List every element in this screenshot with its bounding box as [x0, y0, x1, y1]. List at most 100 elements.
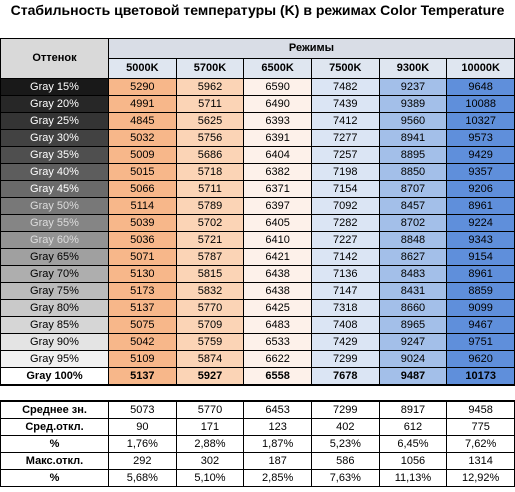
- cell: 6405: [243, 214, 312, 232]
- cell: 9389: [378, 95, 448, 113]
- cell: 8848: [378, 231, 448, 249]
- stat-cell: 292: [108, 452, 177, 470]
- stat-cell: 586: [310, 452, 380, 470]
- cell: 5711: [175, 95, 245, 113]
- data-row: Gray 85% 5075 5709 6483 7408 8965 9467: [0, 316, 515, 334]
- cell: 6391: [243, 129, 312, 147]
- cell: 5721: [175, 231, 245, 249]
- data-row: Gray 90% 5042 5759 6533 7429 9247 9751: [0, 333, 515, 351]
- cell: 5686: [175, 146, 245, 164]
- cell: 5789: [175, 197, 245, 215]
- cell: 5042: [108, 333, 177, 351]
- cell: 6421: [243, 248, 312, 266]
- cell: 8627: [378, 248, 448, 266]
- cell: 5039: [108, 214, 177, 232]
- stat-cell: 11,13%: [378, 469, 448, 487]
- cell: 6382: [243, 163, 312, 181]
- data-row: Gray 80% 5137 5770 6425 7318 8660 9099: [0, 299, 515, 317]
- cell: 9237: [378, 78, 448, 96]
- row-label: Gray 25%: [0, 112, 109, 130]
- row-label: Gray 85%: [0, 316, 109, 334]
- cell: 7439: [310, 95, 380, 113]
- data-row: Gray 95% 5109 5874 6622 7299 9024 9620: [0, 350, 515, 368]
- cell: 9487: [378, 367, 448, 386]
- cell: 9154: [446, 248, 515, 266]
- row-label: Gray 100%: [0, 367, 109, 386]
- data-row: Gray 30% 5032 5756 6391 7277 8941 9573: [0, 129, 515, 147]
- cell: 6533: [243, 333, 312, 351]
- row-label: Gray 20%: [0, 95, 109, 113]
- data-row: Gray 35% 5009 5686 6404 7257 8895 9429: [0, 146, 515, 164]
- cell: 5290: [108, 78, 177, 96]
- cell: 7318: [310, 299, 380, 317]
- cell: 5756: [175, 129, 245, 147]
- cell: 8941: [378, 129, 448, 147]
- cell: 9024: [378, 350, 448, 368]
- data-row: Gray 50% 5114 5789 6397 7092 8457 8961: [0, 197, 515, 215]
- cell: 9357: [446, 163, 515, 181]
- data-row: Gray 65% 5071 5787 6421 7142 8627 9154: [0, 248, 515, 266]
- row-header: Оттенок: [0, 38, 109, 79]
- column-header: 5000K: [108, 58, 177, 79]
- stat-cell: 1,76%: [108, 435, 177, 453]
- cell: 4991: [108, 95, 177, 113]
- cell: 7482: [310, 78, 380, 96]
- cell: 9247: [378, 333, 448, 351]
- cell: 7154: [310, 180, 380, 198]
- cell: 5075: [108, 316, 177, 334]
- cell: 6438: [243, 265, 312, 283]
- row-label: Gray 40%: [0, 163, 109, 181]
- stat-cell: 12,92%: [446, 469, 515, 487]
- stat-cell: 1056: [378, 452, 448, 470]
- data-row: Gray 20% 4991 5711 6490 7439 9389 10088: [0, 95, 515, 113]
- row-label: Gray 75%: [0, 282, 109, 300]
- cell: 7142: [310, 248, 380, 266]
- stat-cell: 612: [378, 418, 448, 436]
- cell: 5114: [108, 197, 177, 215]
- cell: 6558: [243, 367, 312, 386]
- cell: 9560: [378, 112, 448, 130]
- cell: 9751: [446, 333, 515, 351]
- cell: 5874: [175, 350, 245, 368]
- cell: 5036: [108, 231, 177, 249]
- column-header: 9300K: [378, 58, 448, 79]
- cell: 10088: [446, 95, 515, 113]
- stat-cell: 5073: [108, 400, 177, 419]
- stat-cell: 2,85%: [243, 469, 312, 487]
- stat-label: Макс.откл.: [0, 452, 109, 470]
- cell: 8707: [378, 180, 448, 198]
- cell: 5815: [175, 265, 245, 283]
- cell: 8859: [446, 282, 515, 300]
- cell: 10327: [446, 112, 515, 130]
- stat-cell: 5,10%: [175, 469, 245, 487]
- cell: 5137: [108, 367, 177, 386]
- cell: 8431: [378, 282, 448, 300]
- cell: 5137: [108, 299, 177, 317]
- row-label: Gray 95%: [0, 350, 109, 368]
- cell: 6410: [243, 231, 312, 249]
- data-row: Gray 100% 5137 5927 6558 7678 9487 10173: [0, 367, 515, 386]
- row-label: Gray 55%: [0, 214, 109, 232]
- stat-cell: 171: [175, 418, 245, 436]
- cell: 7136: [310, 265, 380, 283]
- row-label: Gray 35%: [0, 146, 109, 164]
- cell: 8660: [378, 299, 448, 317]
- cell: 9099: [446, 299, 515, 317]
- cell: 6590: [243, 78, 312, 96]
- data-row: Gray 45% 5066 5711 6371 7154 8707 9206: [0, 180, 515, 198]
- stat-label: %: [0, 469, 109, 487]
- cell: 7408: [310, 316, 380, 334]
- cell: 5770: [175, 299, 245, 317]
- stat-cell: 5,68%: [108, 469, 177, 487]
- data-row: Gray 60% 5036 5721 6410 7227 8848 9343: [0, 231, 515, 249]
- stats-row: % 1,76% 2,88% 1,87% 5,23% 6,45% 7,62%: [0, 435, 515, 453]
- cell: 8961: [446, 265, 515, 283]
- data-row: Gray 70% 5130 5815 6438 7136 8483 8961: [0, 265, 515, 283]
- cell: 9206: [446, 180, 515, 198]
- data-row: Gray 75% 5173 5832 6438 7147 8431 8859: [0, 282, 515, 300]
- cell: 7227: [310, 231, 380, 249]
- group-header: Режимы: [108, 38, 515, 59]
- row-label: Gray 65%: [0, 248, 109, 266]
- cell: 8961: [446, 197, 515, 215]
- stat-cell: 9458: [446, 400, 515, 419]
